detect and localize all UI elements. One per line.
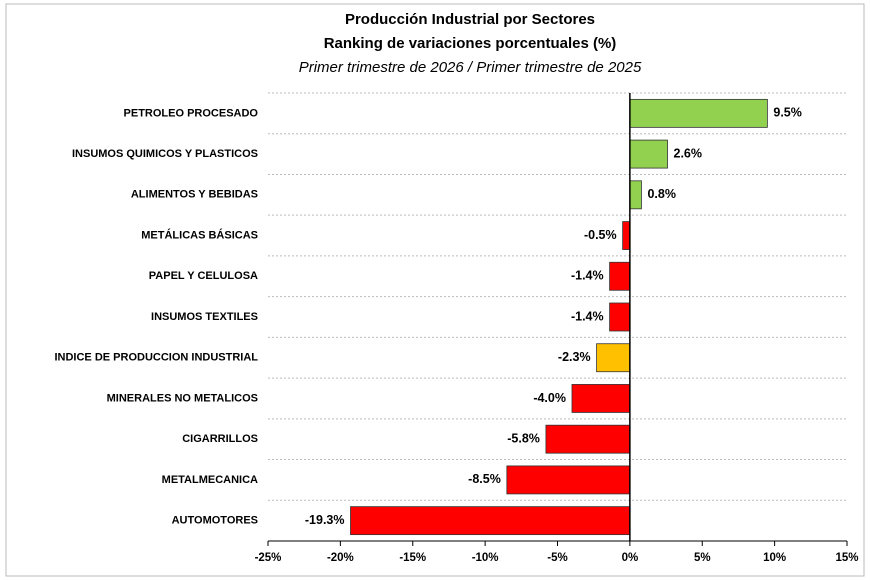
bar [629, 98, 768, 128]
category-label: AUTOMOTORES [172, 515, 258, 527]
value-label: -1.4% [571, 269, 604, 283]
bar [629, 180, 642, 210]
value-label: -8.5% [468, 472, 501, 486]
category-label: PETROLEO PROCESADO [124, 107, 259, 119]
category-label: INDICE DE PRODUCCION INDUSTRIAL [54, 352, 258, 364]
bar [545, 424, 631, 454]
bar [350, 506, 631, 536]
bar [629, 139, 668, 169]
x-tick-label: -15% [399, 552, 426, 564]
bar [609, 261, 631, 291]
bar [609, 302, 631, 332]
x-tick-label: -10% [472, 552, 499, 564]
x-tick-label: 5% [694, 552, 711, 564]
chart-subtitle: Ranking de variaciones porcentuales (%) [324, 35, 617, 52]
bar [506, 465, 631, 495]
category-label: CIGARRILLOS [182, 433, 258, 445]
x-tick-label: -5% [547, 552, 567, 564]
x-tick-label: 15% [835, 552, 858, 564]
bar [596, 343, 631, 373]
value-label: -4.0% [533, 391, 566, 405]
value-label: 2.6% [674, 146, 703, 160]
category-label: METALMECANICA [162, 474, 258, 486]
value-label: -1.4% [571, 309, 604, 323]
x-tick-label: 10% [763, 552, 786, 564]
value-label: -0.5% [584, 228, 617, 242]
value-label: 9.5% [773, 106, 802, 120]
value-label: -5.8% [507, 431, 540, 445]
category-label: ALIMENTOS Y BEBIDAS [131, 189, 258, 201]
chart-frame [5, 3, 865, 577]
value-label: 0.8% [647, 187, 676, 201]
value-label: -19.3% [305, 513, 345, 527]
x-tick-label: -25% [255, 552, 282, 564]
category-label: METÁLICAS BÁSICAS [141, 228, 258, 241]
category-label: INSUMOS TEXTILES [151, 311, 258, 323]
bar [571, 384, 631, 413]
x-tick-label: 0% [622, 552, 639, 564]
chart-title: Producción Industrial por Sectores [345, 11, 595, 28]
value-label: -2.3% [558, 350, 591, 364]
chart-period: Primer trimestre de 2026 / Primer trimes… [299, 59, 642, 76]
category-label: INSUMOS QUIMICOS Y PLASTICOS [72, 148, 258, 160]
x-tick-label: -20% [327, 552, 354, 564]
category-label: MINERALES NO METALICOS [107, 392, 258, 404]
category-label: PAPEL Y CELULOSA [149, 270, 258, 282]
bar [622, 221, 631, 250]
